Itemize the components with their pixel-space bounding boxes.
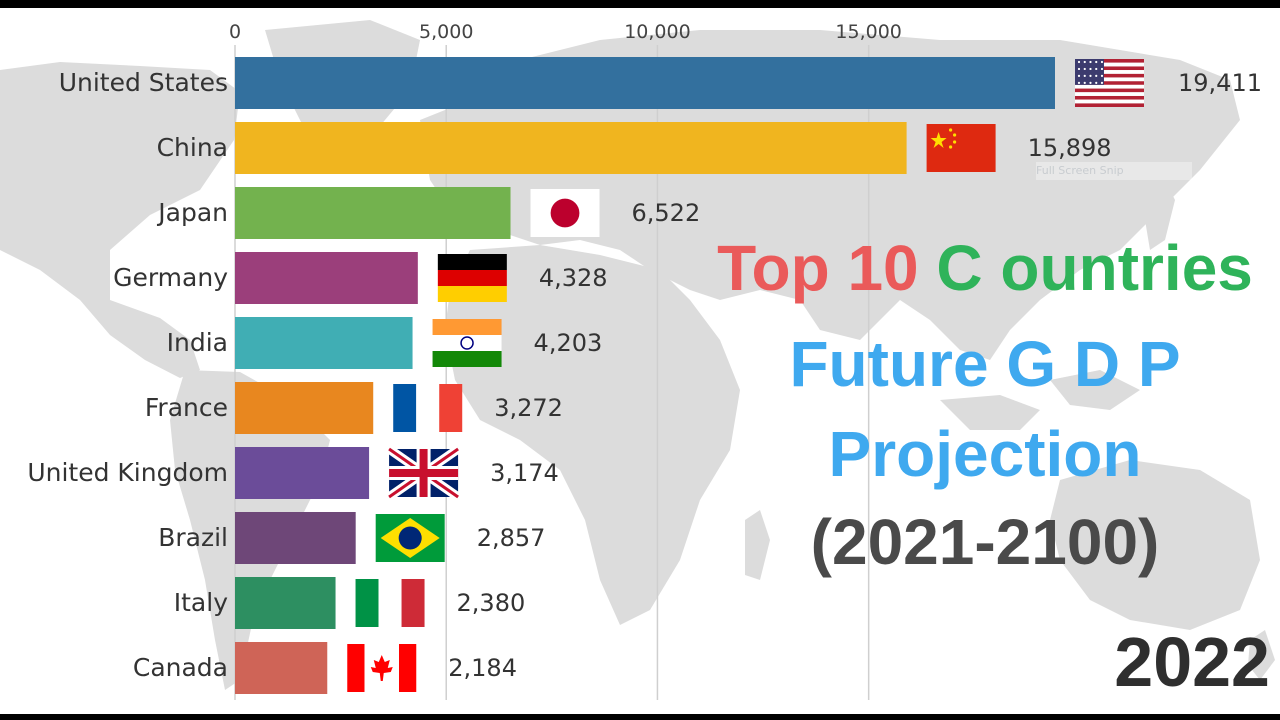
x-tick-label: 10,000	[624, 21, 690, 43]
category-label: Brazil	[158, 523, 228, 552]
category-label: Canada	[133, 653, 228, 682]
category-label: China	[157, 133, 228, 162]
germany-flag-icon	[437, 254, 507, 302]
value-label: 2,184	[448, 654, 517, 682]
value-labels: 19,411 15,898 6,522 4,328 4,203 3,272 3,174 2,8…	[448, 69, 1262, 682]
bars	[235, 57, 1055, 694]
category-label: Germany	[113, 263, 228, 292]
title-future-gdp: Future G D P	[789, 328, 1181, 400]
bar-india	[235, 317, 413, 369]
top-letterbox	[0, 0, 1280, 8]
bar-japan	[235, 187, 511, 239]
category-label: Japan	[156, 198, 228, 227]
x-axis-ticks: 0 5,000 10,000 15,000	[229, 21, 902, 43]
value-label: 15,898	[1028, 134, 1112, 162]
title-year-range: (2021-2100)	[810, 506, 1160, 578]
value-label: 19,411	[1178, 69, 1262, 97]
category-label: United Kingdom	[27, 458, 228, 487]
value-label: 4,203	[534, 329, 603, 357]
title-top-10: Top 10	[717, 232, 919, 304]
india-flag-icon	[432, 319, 502, 367]
uk-flag-icon	[386, 445, 461, 501]
category-label: India	[167, 328, 228, 357]
category-label: France	[145, 393, 228, 422]
bar-germany	[235, 252, 418, 304]
bar-canada	[235, 642, 328, 694]
us-flag-icon	[1075, 59, 1144, 107]
bar-italy	[235, 577, 336, 629]
brazil-flag-icon	[375, 514, 445, 562]
bottom-letterbox	[0, 714, 1280, 720]
x-tick-label: 15,000	[835, 21, 901, 43]
bar-brazil	[235, 512, 356, 564]
flags	[347, 59, 1144, 692]
category-label: Italy	[174, 588, 228, 617]
china-flag-icon	[926, 124, 996, 172]
value-label: 4,328	[539, 264, 608, 292]
bar-united-states	[235, 57, 1055, 109]
title-line-top-10-countries: Top 10 C ountries	[700, 232, 1270, 304]
value-label: 2,380	[457, 589, 526, 617]
bar-china	[235, 122, 907, 174]
category-labels: United States China Japan Germany India Franc…	[27, 68, 228, 682]
japan-flag-icon	[530, 189, 600, 237]
x-tick-label: 0	[229, 21, 241, 43]
value-label: 3,272	[494, 394, 563, 422]
bar-france	[235, 382, 374, 434]
x-tick-label: 5,000	[419, 21, 473, 43]
category-label: United States	[59, 68, 228, 97]
value-label: 3,174	[490, 459, 559, 487]
value-label: 2,857	[477, 524, 546, 552]
current-year-label: 2022	[1114, 623, 1270, 701]
italy-flag-icon	[355, 579, 425, 627]
snip-watermark: Full Screen Snip	[1036, 162, 1192, 180]
title-countries: C ountries	[936, 232, 1253, 304]
france-flag-icon	[393, 384, 463, 432]
title-projection: Projection	[828, 418, 1142, 490]
bar-united-kingdom	[235, 447, 370, 499]
canada-flag-icon	[347, 644, 417, 692]
value-label: 6,522	[632, 199, 701, 227]
